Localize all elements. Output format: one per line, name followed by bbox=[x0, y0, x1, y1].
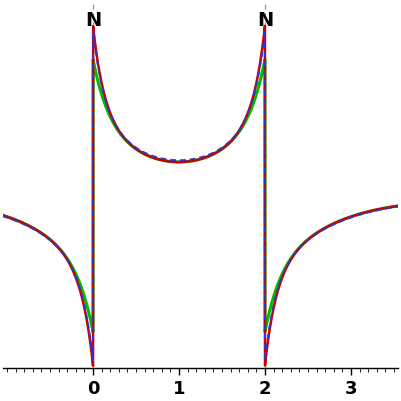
Text: N: N bbox=[85, 11, 101, 30]
Text: N: N bbox=[257, 11, 273, 30]
